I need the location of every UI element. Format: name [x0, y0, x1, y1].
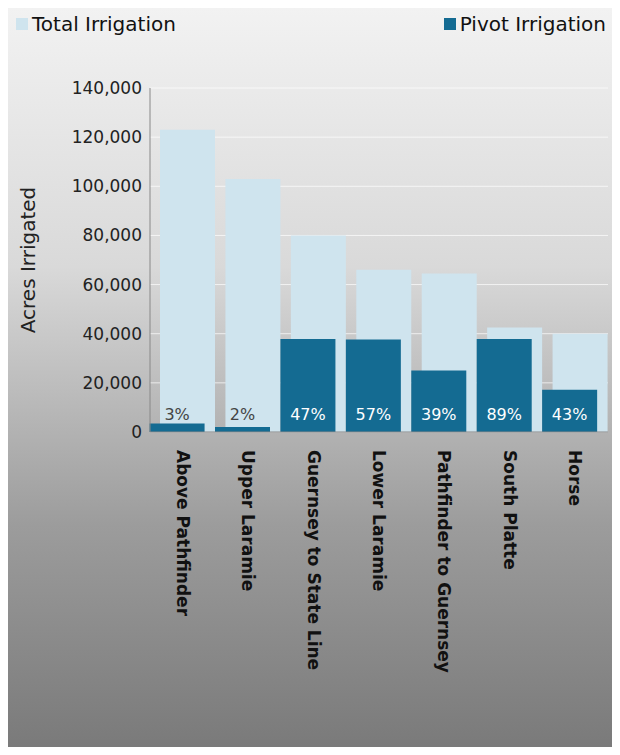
- svg-text:Horse: Horse: [565, 450, 585, 506]
- svg-text:Acres Irrigated: Acres Irrigated: [16, 187, 40, 334]
- html-text:Total Irrigation: Total Irrigation: [32, 12, 176, 36]
- svg-text:Pathfinder to Guernsey: Pathfinder to Guernsey: [434, 450, 454, 673]
- svg-text:47%: 47%: [290, 405, 326, 424]
- svg-text:Upper Laramie: Upper Laramie: [238, 450, 258, 591]
- svg-text:Lower Laramie: Lower Laramie: [369, 450, 389, 591]
- html-text:Pivot Irrigation: Pivot Irrigation: [459, 12, 606, 36]
- svg-text:South Platte: South Platte: [500, 450, 520, 570]
- svg-text:100,000: 100,000: [72, 176, 142, 196]
- svg-text:0: 0: [131, 422, 142, 442]
- svg-text:20,000: 20,000: [83, 373, 142, 393]
- svg-text:40,000: 40,000: [83, 324, 142, 344]
- svg-text:57%: 57%: [356, 405, 392, 424]
- svg-text:80,000: 80,000: [83, 225, 142, 245]
- svg-text:120,000: 120,000: [72, 127, 142, 147]
- svg-text:140,000: 140,000: [72, 78, 142, 98]
- svg-text:43%: 43%: [552, 405, 588, 424]
- svg-text:2%: 2%: [230, 405, 255, 424]
- svg-text:Above Pathfinder: Above Pathfinder: [173, 450, 193, 617]
- svg-text:3%: 3%: [164, 405, 189, 424]
- svg-text:Guernsey to State Line: Guernsey to State Line: [304, 450, 324, 670]
- svg-text:60,000: 60,000: [83, 275, 142, 295]
- svg-text:39%: 39%: [421, 405, 457, 424]
- svg-text:89%: 89%: [486, 405, 522, 424]
